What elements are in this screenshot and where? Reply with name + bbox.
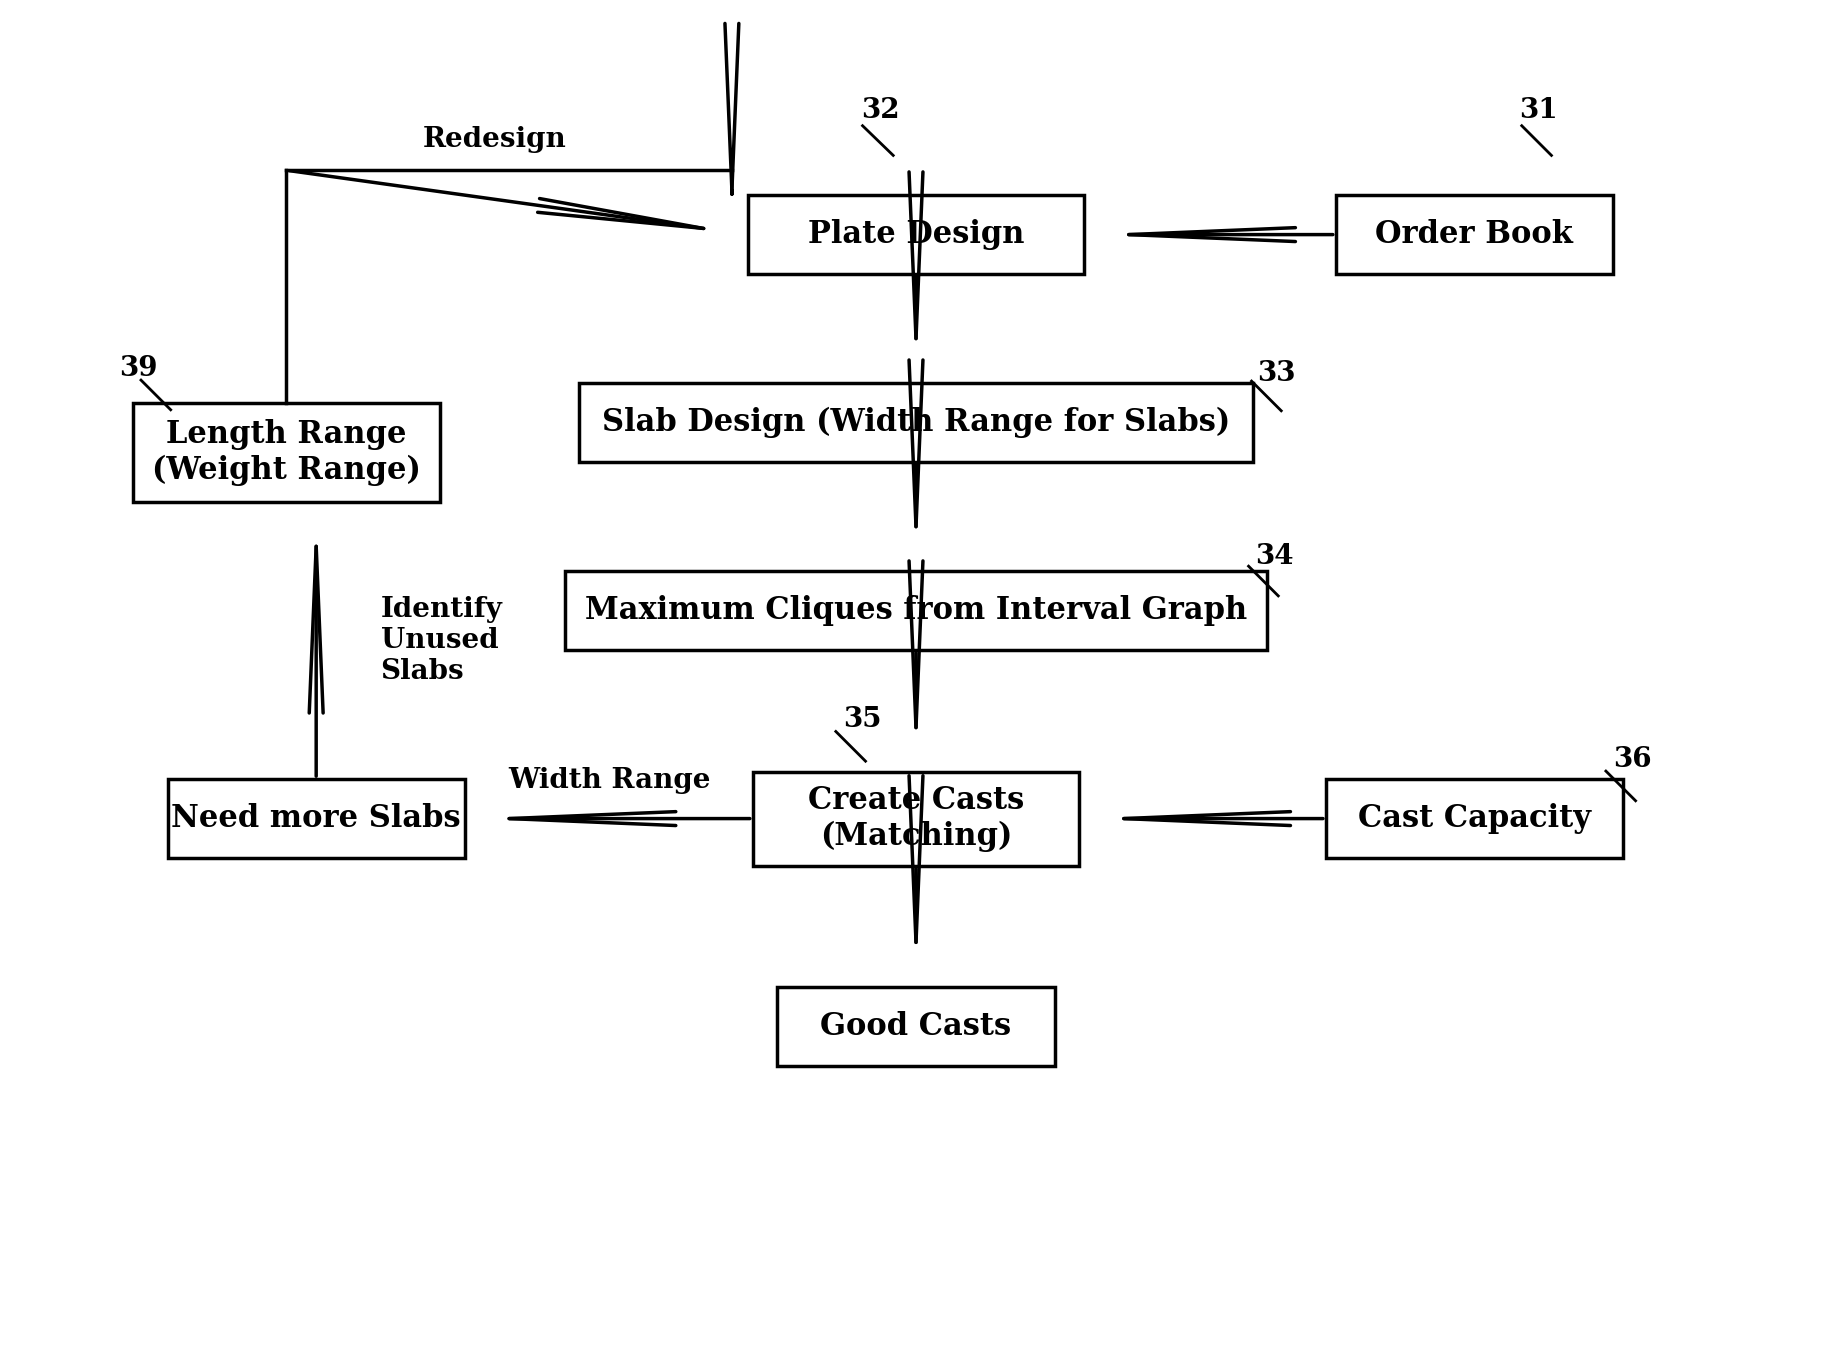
Text: 32: 32 bbox=[861, 97, 900, 124]
Bar bbox=[777, 987, 1055, 1066]
Text: Create Casts
(Matching): Create Casts (Matching) bbox=[808, 785, 1024, 853]
Text: Identify
Unused
Slabs: Identify Unused Slabs bbox=[381, 595, 502, 685]
Text: Width Range: Width Range bbox=[507, 767, 711, 794]
Text: Plate Design: Plate Design bbox=[808, 219, 1024, 251]
Bar bbox=[134, 403, 440, 501]
Text: Need more Slabs: Need more Slabs bbox=[172, 804, 462, 834]
Text: Cast Capacity: Cast Capacity bbox=[1358, 804, 1590, 834]
Text: 35: 35 bbox=[843, 706, 881, 733]
Text: Length Range
(Weight Range): Length Range (Weight Range) bbox=[152, 419, 421, 486]
Text: 31: 31 bbox=[1519, 97, 1557, 124]
Bar bbox=[753, 771, 1079, 866]
Text: Slab Design (Width Range for Slabs): Slab Design (Width Range for Slabs) bbox=[603, 407, 1229, 439]
Bar bbox=[169, 779, 465, 858]
Bar bbox=[564, 571, 1268, 650]
Bar bbox=[747, 195, 1085, 274]
Bar bbox=[579, 383, 1253, 462]
Text: Order Book: Order Book bbox=[1376, 219, 1574, 251]
Bar bbox=[1336, 195, 1612, 274]
Text: 34: 34 bbox=[1255, 543, 1293, 569]
Text: 36: 36 bbox=[1614, 745, 1652, 772]
Text: 33: 33 bbox=[1257, 360, 1295, 387]
Text: Good Casts: Good Casts bbox=[821, 1011, 1011, 1042]
Text: 39: 39 bbox=[119, 354, 158, 381]
Text: Maximum Cliques from Interval Graph: Maximum Cliques from Interval Graph bbox=[584, 595, 1248, 627]
Text: Redesign: Redesign bbox=[423, 127, 566, 154]
Bar bbox=[1326, 779, 1623, 858]
